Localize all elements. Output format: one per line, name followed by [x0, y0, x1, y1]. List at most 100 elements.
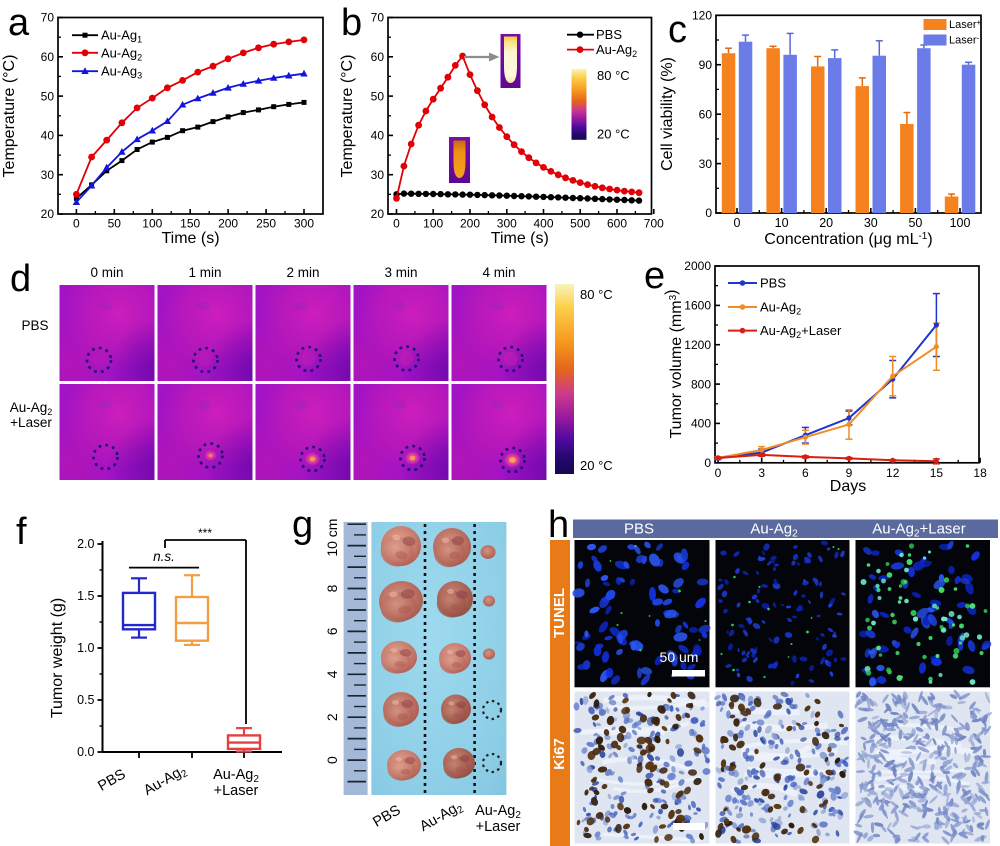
- svg-text:2: 2: [324, 713, 340, 721]
- svg-text:100: 100: [423, 217, 443, 231]
- svg-text:1600: 1600: [684, 299, 711, 313]
- svg-text:70: 70: [41, 11, 55, 25]
- svg-text:0: 0: [715, 466, 722, 480]
- svg-text:150: 150: [180, 217, 200, 231]
- svg-text:100: 100: [142, 217, 162, 231]
- svg-text:120: 120: [692, 9, 712, 23]
- svg-text:Au-Ag1: Au-Ag1: [101, 28, 142, 45]
- svg-text:18: 18: [973, 466, 987, 480]
- svg-text:Concentration (μg mL-1): Concentration (μg mL-1): [764, 231, 932, 248]
- svg-text:20: 20: [819, 216, 833, 230]
- svg-text:300: 300: [497, 217, 517, 231]
- svg-text:60: 60: [699, 107, 713, 121]
- svg-text:Au-Ag2+Laser: Au-Ag2+Laser: [872, 521, 966, 540]
- svg-text:30: 30: [699, 157, 713, 171]
- svg-text:Au-Ag2: Au-Ag2: [10, 400, 53, 417]
- svg-text:Au-Ag2: Au-Ag2: [213, 767, 259, 785]
- svg-text:PBS: PBS: [760, 276, 786, 291]
- svg-text:Au-Ag2: Au-Ag2: [596, 42, 637, 59]
- svg-text:60: 60: [41, 50, 55, 64]
- svg-text:TUNEL: TUNEL: [551, 588, 568, 638]
- svg-text:4: 4: [324, 670, 340, 678]
- svg-text:PBS: PBS: [596, 27, 622, 42]
- svg-text:100: 100: [950, 216, 971, 230]
- svg-text:n.s.: n.s.: [153, 549, 175, 564]
- svg-text:0: 0: [393, 217, 400, 231]
- svg-text:1 min: 1 min: [188, 265, 221, 280]
- svg-text:20 °C: 20 °C: [580, 458, 613, 473]
- svg-text:PBS: PBS: [624, 521, 654, 538]
- svg-text:40: 40: [41, 129, 55, 143]
- svg-text:Au-Ag2+Laser: Au-Ag2+Laser: [760, 323, 842, 340]
- svg-text:90: 90: [699, 58, 713, 72]
- svg-text:50: 50: [371, 89, 385, 103]
- svg-text:f: f: [16, 511, 27, 553]
- svg-text:Days: Days: [830, 478, 866, 495]
- svg-text:700: 700: [644, 217, 664, 231]
- svg-text:10: 10: [775, 216, 789, 230]
- svg-text:d: d: [10, 258, 31, 300]
- svg-text:2 min: 2 min: [286, 265, 319, 280]
- svg-text:Laser+: Laser+: [949, 18, 982, 31]
- svg-text:0 min: 0 min: [90, 265, 123, 280]
- svg-text:0: 0: [324, 756, 340, 764]
- svg-text:200: 200: [218, 217, 238, 231]
- svg-text:0: 0: [734, 216, 741, 230]
- svg-text:12: 12: [886, 466, 900, 480]
- svg-text:+Laser: +Laser: [214, 783, 259, 799]
- svg-text:4 min: 4 min: [482, 265, 515, 280]
- svg-text:30: 30: [864, 216, 878, 230]
- svg-text:***: ***: [198, 526, 212, 540]
- svg-text:50 um: 50 um: [660, 649, 699, 665]
- svg-text:300: 300: [294, 217, 314, 231]
- svg-text:50: 50: [108, 217, 122, 231]
- svg-text:3: 3: [758, 466, 765, 480]
- svg-text:2.0: 2.0: [77, 537, 94, 551]
- svg-text:e: e: [644, 255, 665, 297]
- svg-text:Cell viability (%): Cell viability (%): [659, 57, 676, 171]
- svg-text:Au-Ag3: Au-Ag3: [101, 64, 142, 81]
- svg-text:9: 9: [846, 466, 853, 480]
- svg-text:Au-Ag2: Au-Ag2: [417, 798, 466, 837]
- svg-text:Laser-: Laser-: [949, 34, 980, 47]
- svg-text:0: 0: [704, 456, 711, 470]
- svg-text:g: g: [292, 504, 313, 546]
- svg-text:8: 8: [324, 584, 340, 592]
- svg-text:50: 50: [908, 216, 922, 230]
- svg-text:Au-Ag2: Au-Ag2: [475, 803, 521, 821]
- svg-text:0.5: 0.5: [77, 693, 94, 707]
- svg-text:Au-Ag2: Au-Ag2: [750, 521, 798, 540]
- svg-text:+Laser: +Laser: [10, 415, 52, 430]
- svg-text:40: 40: [371, 129, 385, 143]
- svg-text:0: 0: [73, 217, 80, 231]
- svg-text:b: b: [341, 2, 362, 44]
- svg-text:400: 400: [533, 217, 553, 231]
- svg-text:250: 250: [256, 217, 276, 231]
- svg-text:PBS: PBS: [21, 318, 48, 333]
- svg-text:400: 400: [691, 417, 711, 431]
- svg-text:2000: 2000: [684, 259, 711, 273]
- svg-text:Temperature (°C): Temperature (°C): [339, 55, 356, 178]
- svg-text:30: 30: [371, 168, 385, 182]
- svg-text:Au-Ag2: Au-Ag2: [141, 762, 190, 801]
- svg-text:500: 500: [570, 217, 590, 231]
- svg-text:80 °C: 80 °C: [597, 68, 630, 83]
- svg-text:1.0: 1.0: [77, 641, 94, 655]
- svg-text:6: 6: [324, 627, 340, 635]
- svg-text:6: 6: [802, 466, 809, 480]
- svg-text:1.5: 1.5: [77, 589, 94, 603]
- svg-text:10 cm: 10 cm: [324, 519, 340, 557]
- svg-text:15: 15: [930, 466, 944, 480]
- svg-text:Au-Ag2: Au-Ag2: [101, 45, 142, 62]
- svg-text:3 min: 3 min: [384, 265, 417, 280]
- svg-text:Time (s): Time (s): [161, 230, 219, 247]
- svg-text:20: 20: [371, 207, 385, 221]
- svg-text:0: 0: [705, 206, 712, 220]
- svg-text:Ki67: Ki67: [551, 738, 568, 770]
- svg-text:c: c: [668, 9, 687, 51]
- svg-text:PBS: PBS: [370, 802, 403, 830]
- svg-text:60: 60: [371, 50, 385, 64]
- svg-text:600: 600: [607, 217, 627, 231]
- svg-text:Time (s): Time (s): [491, 230, 549, 247]
- svg-text:PBS: PBS: [95, 766, 128, 794]
